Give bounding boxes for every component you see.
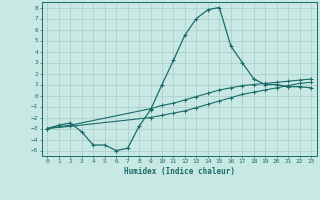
X-axis label: Humidex (Indice chaleur): Humidex (Indice chaleur) — [124, 167, 235, 176]
